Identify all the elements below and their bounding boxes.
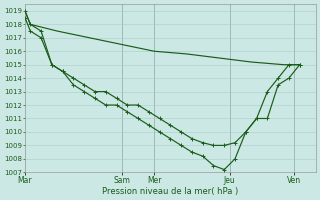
X-axis label: Pression niveau de la mer( hPa ): Pression niveau de la mer( hPa ): [102, 187, 238, 196]
